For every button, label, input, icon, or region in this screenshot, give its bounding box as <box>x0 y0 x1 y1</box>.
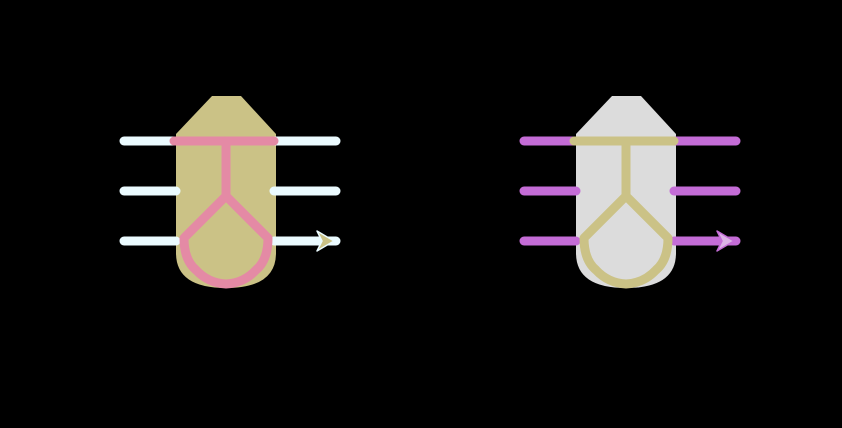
component-icon-right <box>519 96 741 289</box>
component-icon-left <box>119 96 341 289</box>
arrow-icon <box>716 230 735 252</box>
arrow-icon <box>316 230 335 252</box>
frame-y-loop <box>179 136 273 289</box>
frame-y-loop <box>579 136 673 289</box>
